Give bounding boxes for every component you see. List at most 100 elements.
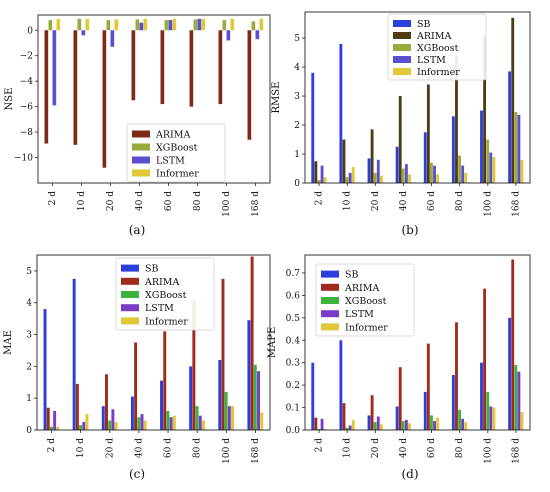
bar-lstm-10d [81, 30, 86, 36]
bar-lstm-100d [227, 406, 231, 430]
bar-xgboost-80d [458, 409, 461, 430]
legend-label-informer: Informer [417, 67, 460, 78]
bar-lstm-10d [348, 172, 352, 183]
bar-sb-40d [395, 146, 399, 183]
bar-informer-2d [323, 428, 327, 430]
bar-lstm-80d [461, 418, 465, 430]
x-tick-label: 168 d [511, 191, 521, 217]
bar-xgboost-60d [164, 20, 169, 31]
bar-arima-2d [314, 417, 318, 430]
y-tick-label: 5 [294, 34, 300, 44]
bar-arima-100d [483, 288, 487, 430]
y-tick-label: 5 [26, 267, 32, 277]
bar-lstm-60d [168, 20, 173, 31]
y-tick-label: 0.7 [286, 269, 301, 279]
bar-informer-80d [464, 172, 468, 183]
panel-label: (d) [401, 467, 418, 481]
bar-xgboost-40d [137, 417, 141, 430]
bar-lstm-40d [140, 414, 144, 430]
y-tick-label: 2 [26, 362, 32, 372]
bar-arima-20d [102, 30, 107, 168]
bar-arima-40d [134, 342, 138, 430]
bar-informer-100d [230, 18, 235, 31]
bar-sb-168d [508, 71, 512, 183]
legend-label-lstm: LSTM [145, 303, 174, 314]
x-tick-label: 2 d [47, 438, 57, 453]
x-tick-label: 10 d [77, 191, 87, 211]
bar-sb-40d [395, 406, 399, 430]
x-tick-label: 168 d [251, 438, 261, 464]
bar-informer-168d [520, 159, 524, 183]
x-tick-label: 40 d [135, 191, 145, 211]
bar-arima-20d [370, 129, 374, 183]
bar-sb-168d [508, 317, 512, 430]
chart-panel-3: 2 d 10 d 20 d 40 d 60 d 80 d 100 d 168 d 0 1 2 3 4 5 M… [3, 254, 271, 481]
bar-xgboost-80d [193, 19, 198, 31]
legend-swatch-xgboost [321, 297, 339, 304]
bar-xgboost-100d [224, 391, 228, 430]
legend-swatch-informer [393, 68, 411, 75]
bar-informer-168d [260, 412, 264, 430]
bar-informer-168d [259, 18, 264, 31]
x-tick-label: 80 d [455, 191, 465, 211]
bar-arima-20d [370, 395, 374, 430]
bar-lstm-20d [110, 30, 115, 47]
x-tick-label: 40 d [134, 438, 144, 458]
bar-sb-10d [339, 43, 343, 183]
bar-sb-80d [451, 375, 455, 430]
bar-informer-2d [56, 18, 61, 31]
bar-xgboost-60d [430, 415, 433, 430]
legend-swatch-informer [132, 169, 150, 177]
legend-swatch-arima [132, 130, 150, 138]
bar-informer-40d [143, 18, 148, 31]
y-tick-label: 0.3 [286, 359, 301, 369]
legend-label-lstm: LSTM [417, 55, 446, 66]
bar-sb-20d [367, 415, 371, 430]
bar-xgboost-10d [77, 18, 82, 31]
x-tick-label: 10 d [343, 438, 353, 458]
bar-xgboost-168d [514, 111, 518, 183]
bar-lstm-60d [433, 421, 436, 430]
legend-swatch-xgboost [121, 291, 139, 298]
y-tick-label: 0.1 [286, 404, 300, 414]
bar-sb-100d [480, 110, 483, 183]
y-tick-label: 1 [26, 394, 32, 404]
bar-xgboost-20d [106, 20, 111, 31]
bar-arima-20d [105, 374, 108, 430]
panel-label: (a) [129, 223, 146, 237]
bar-xgboost-10d [79, 425, 83, 430]
bar-xgboost-2d [48, 20, 53, 31]
bar-lstm-168d [517, 114, 521, 183]
legend-label-informer: Informer [145, 316, 188, 327]
legend-swatch-informer [121, 317, 139, 325]
bar-sb-2d [311, 362, 315, 430]
bar-xgboost-20d [373, 422, 377, 430]
x-tick-label: 100 d [222, 438, 232, 464]
legend-label-xgboost: XGBoost [345, 296, 387, 307]
y-tick-label: 0.6 [286, 291, 301, 301]
bar-arima-40d [131, 30, 136, 101]
bar-lstm-20d [111, 409, 115, 430]
bar-lstm-60d [169, 417, 173, 430]
bar-arima-60d [163, 331, 167, 430]
bar-arima-168d [250, 256, 254, 430]
y-tick-label: −10 [14, 154, 33, 164]
axes-frame [37, 14, 271, 184]
bar-xgboost-40d [401, 421, 405, 430]
bar-sb-100d [480, 362, 483, 430]
bar-xgboost-40d [401, 168, 405, 183]
y-tick-label: 0 [26, 426, 32, 436]
bar-lstm-2d [53, 410, 57, 430]
legend-label-informer: Informer [345, 322, 388, 333]
legend-label-informer: Informer [156, 169, 199, 180]
bar-xgboost-40d [135, 19, 140, 31]
x-tick-label: 20 d [371, 438, 381, 458]
bar-arima-80d [192, 299, 196, 430]
legend-box [315, 263, 415, 337]
bar-informer-60d [172, 415, 176, 430]
legend-label-xgboost: XGBoost [145, 290, 187, 301]
bar-xgboost-2d [317, 180, 321, 183]
bar-arima-100d [483, 35, 487, 183]
bar-arima-80d [455, 55, 458, 183]
